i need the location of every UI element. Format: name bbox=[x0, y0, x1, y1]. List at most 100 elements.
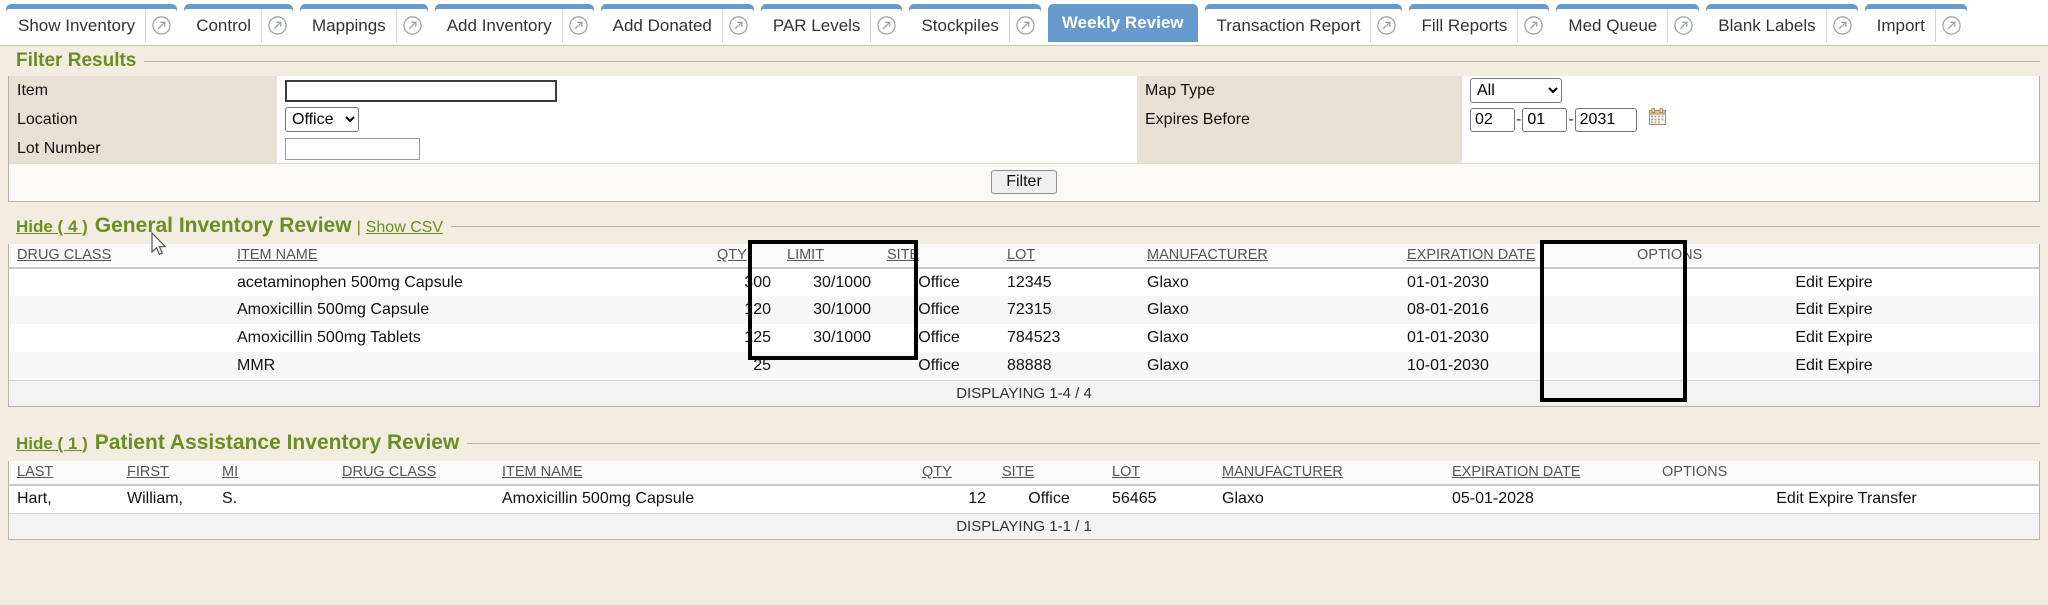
pa-col-label[interactable]: QTY bbox=[922, 464, 952, 480]
calendar-icon[interactable] bbox=[1649, 108, 1667, 130]
lot-number-input[interactable] bbox=[285, 137, 420, 160]
pa-col-label[interactable]: LOT bbox=[1112, 464, 1141, 480]
gi-col-label[interactable]: LOT bbox=[1007, 247, 1036, 263]
cell-text: 784523 bbox=[1007, 329, 1061, 346]
gi-col-label[interactable]: EXPIRATION DATE bbox=[1407, 247, 1536, 263]
pa-col-label[interactable]: LAST bbox=[17, 464, 54, 480]
row-options-link[interactable]: Edit Expire Transfer bbox=[1776, 490, 1917, 508]
cell-text: 12 bbox=[968, 490, 986, 508]
tab-stockpiles[interactable]: Stockpiles bbox=[909, 4, 1041, 42]
open-external-icon[interactable] bbox=[561, 9, 594, 42]
open-external-icon[interactable] bbox=[395, 9, 428, 42]
pa-cell-drug-class bbox=[334, 485, 494, 513]
tab-fill-reports[interactable]: Fill Reports bbox=[1409, 4, 1550, 42]
tab-add-inventory[interactable]: Add Inventory bbox=[434, 4, 594, 42]
tab-med-queue[interactable]: Med Queue bbox=[1556, 4, 1700, 42]
open-external-icon[interactable] bbox=[1517, 9, 1549, 42]
gi-cell-item-name: Amoxicillin 500mg Tablets bbox=[229, 324, 709, 352]
gi-cell-lot: 72315 bbox=[999, 296, 1139, 324]
patient-assistance-title: Patient Assistance Inventory Review bbox=[94, 431, 460, 454]
pa-col-label[interactable]: FIRST bbox=[127, 464, 169, 480]
row-options-link[interactable]: Edit Expire bbox=[1795, 301, 1873, 318]
lot-number-label: Lot Number bbox=[9, 134, 277, 163]
cell-text: Hart, bbox=[17, 490, 52, 508]
cell-text: Office bbox=[918, 301, 960, 318]
gi-cell-options[interactable]: Edit Expire bbox=[1629, 324, 2039, 352]
pa-col-mi: MI bbox=[214, 461, 334, 486]
pa-col-label[interactable]: MI bbox=[222, 464, 239, 480]
general-inventory-pipe: | bbox=[356, 219, 361, 236]
show-csv-link[interactable]: Show CSV bbox=[365, 219, 444, 236]
open-external-icon[interactable] bbox=[1008, 9, 1041, 42]
expires-day-input[interactable] bbox=[1522, 107, 1568, 132]
open-external-icon[interactable] bbox=[261, 9, 293, 42]
gi-col-manufacturer: MANUFACTURER bbox=[1139, 244, 1399, 269]
gi-col-label[interactable]: MANUFACTURER bbox=[1147, 247, 1268, 263]
map-type-select[interactable]: All bbox=[1470, 78, 1562, 103]
pa-col-label[interactable]: ITEM NAME bbox=[502, 464, 583, 480]
gi-col-label[interactable]: DRUG CLASS bbox=[17, 247, 112, 263]
gi-col-label[interactable]: ITEM NAME bbox=[237, 247, 318, 263]
gi-cell-drug-class bbox=[9, 268, 229, 296]
date-separator-2: - bbox=[1568, 110, 1574, 128]
patient-assistance-hide-link[interactable]: Hide ( 1 ) bbox=[16, 434, 88, 453]
pa-cell-last: Hart, bbox=[9, 485, 119, 513]
open-external-icon[interactable] bbox=[1825, 9, 1858, 42]
cell-text: Amoxicillin 500mg Tablets bbox=[237, 329, 421, 346]
pa-col-label[interactable]: SITE bbox=[1002, 464, 1035, 480]
tab-weekly-review[interactable]: Weekly Review bbox=[1047, 4, 1198, 42]
row-options-link[interactable]: Edit Expire bbox=[1795, 356, 1873, 374]
gi-cell-options[interactable]: Edit Expire bbox=[1629, 352, 2039, 380]
row-options-link[interactable]: Edit Expire bbox=[1795, 329, 1873, 346]
location-select[interactable]: Office bbox=[285, 107, 359, 132]
pa-cell-options[interactable]: Edit Expire Transfer bbox=[1654, 485, 2039, 513]
cell-text: 01-01-2030 bbox=[1407, 329, 1489, 346]
gi-cell-qty: 300 bbox=[709, 268, 779, 296]
open-external-icon[interactable] bbox=[1667, 9, 1699, 42]
pa-col-label[interactable]: DRUG CLASS bbox=[342, 464, 437, 480]
table-row: acetaminophen 500mg Capsule 300 30/1000 Off… bbox=[9, 268, 2039, 296]
gi-cell-manufacturer: Glaxo bbox=[1139, 296, 1399, 324]
tab-add-donated[interactable]: Add Donated bbox=[600, 4, 754, 42]
tab-mappings[interactable]: Mappings bbox=[300, 4, 428, 42]
item-input[interactable] bbox=[285, 79, 557, 102]
pa-col-label[interactable]: MANUFACTURER bbox=[1222, 464, 1343, 480]
open-external-icon[interactable] bbox=[870, 9, 902, 42]
filter-legend-label: Filter Results bbox=[16, 50, 137, 71]
gi-cell-options[interactable]: Edit Expire bbox=[1629, 268, 2039, 296]
tab-blank-labels[interactable]: Blank Labels bbox=[1706, 4, 1858, 42]
gi-col-item-name: ITEM NAME bbox=[229, 244, 709, 269]
row-options-link[interactable]: Edit Expire bbox=[1795, 273, 1873, 291]
table-row: Hart, William, S. Amoxicillin 500mg Capsule… bbox=[9, 485, 2039, 513]
pa-cell-site: Office bbox=[994, 485, 1104, 513]
open-external-icon[interactable] bbox=[1370, 9, 1402, 42]
tab-show-inventory[interactable]: Show Inventory bbox=[6, 4, 178, 42]
general-inventory-hide-link[interactable]: Hide ( 4 ) bbox=[16, 217, 88, 236]
expires-month-input[interactable] bbox=[1470, 107, 1515, 132]
cell-text: Glaxo bbox=[1147, 356, 1189, 374]
tab-control[interactable]: Control bbox=[184, 4, 293, 42]
gi-col-label[interactable]: LIMIT bbox=[787, 247, 825, 263]
open-external-icon[interactable] bbox=[145, 9, 177, 42]
tab-transaction-report[interactable]: Transaction Report bbox=[1204, 4, 1403, 42]
tab-par-levels[interactable]: PAR Levels bbox=[760, 4, 903, 42]
cell-text: Amoxicillin 500mg Capsule bbox=[502, 490, 695, 508]
gi-cell-options[interactable]: Edit Expire bbox=[1629, 296, 2039, 324]
expires-year-input[interactable] bbox=[1574, 107, 1637, 132]
pa-col-item-name: ITEM NAME bbox=[494, 461, 914, 486]
location-label: Location bbox=[9, 105, 277, 134]
gi-col-label[interactable]: QTY bbox=[717, 247, 747, 263]
filter-button[interactable]: Filter bbox=[991, 170, 1057, 194]
tab-label-weekly-review: Weekly Review bbox=[1061, 13, 1184, 32]
gi-col-lot: LOT bbox=[999, 244, 1139, 269]
open-external-icon[interactable] bbox=[1934, 9, 1967, 42]
tab-import[interactable]: Import bbox=[1864, 4, 1967, 42]
open-external-icon[interactable] bbox=[721, 9, 754, 42]
gi-col-site: SITE bbox=[879, 244, 999, 269]
gi-cell-manufacturer: Glaxo bbox=[1139, 324, 1399, 352]
main-tab-bar: Show Inventory Control Mappings Add Invento… bbox=[0, 0, 2048, 46]
patient-assistance-table: LAST FIRST MI DRUG CLASS ITEM NAME QTY SITE LOT… bbox=[9, 461, 2039, 539]
gi-col-label[interactable]: SITE bbox=[887, 247, 920, 263]
pa-col-label[interactable]: EXPIRATION DATE bbox=[1452, 464, 1581, 480]
cell-text: 88888 bbox=[1007, 356, 1052, 374]
